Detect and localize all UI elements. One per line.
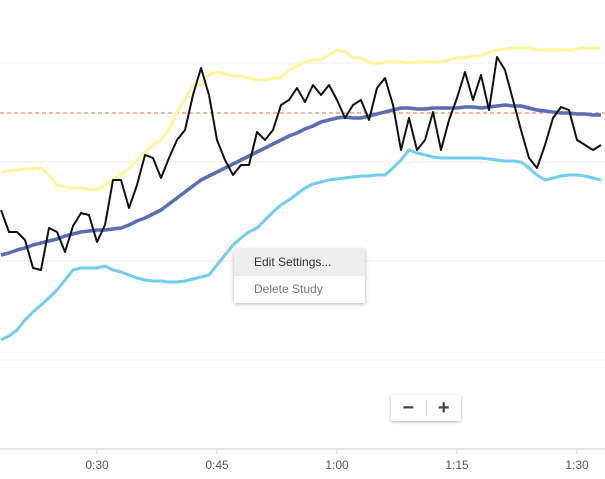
x-tick-label: 0:45 xyxy=(205,458,229,472)
separator xyxy=(425,400,427,416)
series-line xyxy=(0,148,602,342)
x-tick-label: 0:30 xyxy=(85,458,109,472)
zoom-controls: − + xyxy=(391,395,461,421)
series-line xyxy=(0,103,601,257)
zoom-out-button[interactable]: − xyxy=(402,397,415,419)
x-tick-label: 1:30 xyxy=(565,458,589,472)
context-menu: Edit Settings... Delete Study xyxy=(234,249,365,303)
x-tick-label: 1:00 xyxy=(325,458,349,472)
menu-item[interactable]: Edit Settings... xyxy=(234,249,365,276)
zoom-in-button[interactable]: + xyxy=(437,397,450,419)
series-line xyxy=(0,56,602,271)
x-tick-label: 1:15 xyxy=(445,458,469,472)
menu-item[interactable]: Delete Study xyxy=(254,282,323,296)
series-line xyxy=(0,46,601,192)
